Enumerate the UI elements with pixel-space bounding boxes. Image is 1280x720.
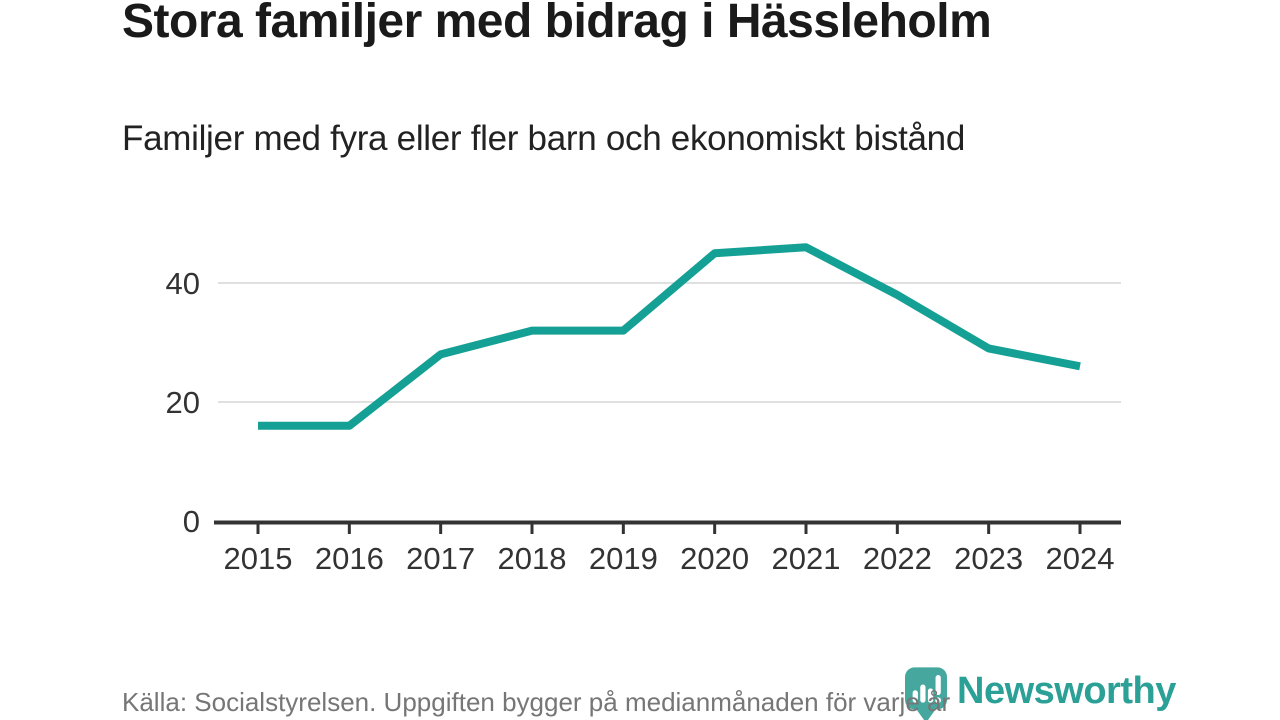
chart-subtitle: Familjer med fyra eller fler barn och ek…	[122, 119, 965, 158]
x-tick-label: 2021	[772, 541, 841, 576]
x-tick-label: 2017	[406, 541, 475, 576]
y-tick-label: 20	[166, 385, 200, 420]
newsworthy-logo: Newsworthy	[905, 667, 1176, 720]
x-tick-label: 2022	[863, 541, 932, 576]
newsworthy-wordmark: Newsworthy	[957, 670, 1176, 712]
x-tick-label: 2019	[589, 541, 658, 576]
x-tick-label: 2015	[224, 541, 293, 576]
chart-title: Stora familjer med bidrag i Hässleholm	[122, 0, 992, 48]
y-tick-label: 0	[183, 504, 200, 539]
x-tick-label: 2024	[1046, 541, 1115, 576]
y-tick-label: 40	[166, 266, 200, 301]
x-tick-label: 2023	[954, 541, 1023, 576]
data-line-series	[258, 243, 1081, 430]
x-tick-label: 2018	[498, 541, 567, 576]
x-tick-label: 2020	[680, 541, 749, 576]
newsworthy-pin-icon	[905, 667, 947, 720]
x-tick-label: 2016	[315, 541, 384, 576]
source-note: Källa: Socialstyrelsen. Uppgiften bygger…	[122, 687, 951, 717]
